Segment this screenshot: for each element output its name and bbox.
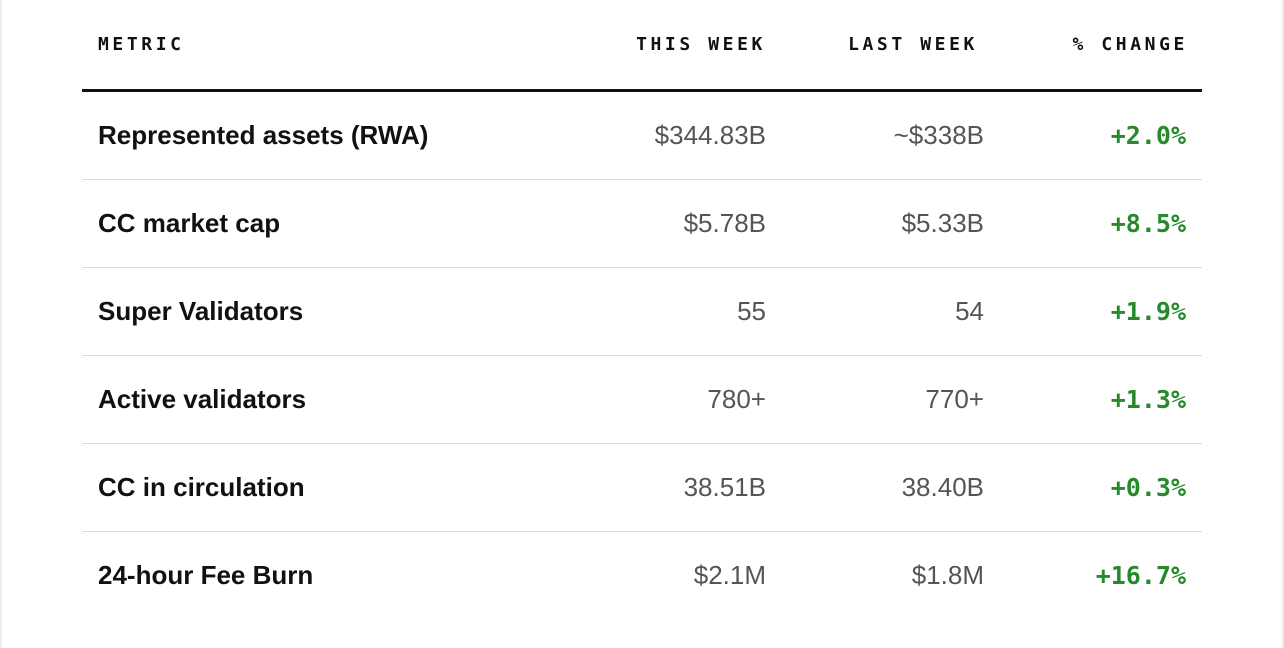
percent-change: +1.9% xyxy=(994,267,1202,356)
metric-name: 24-hour Fee Burn xyxy=(98,560,314,590)
percent-change: +1.3% xyxy=(994,355,1202,444)
metric-name: CC in circulation xyxy=(82,443,542,532)
last-week-value: 54 xyxy=(782,267,994,356)
column-header-last-week: LAST WEEK xyxy=(782,0,994,92)
percent-change: +2.0% xyxy=(994,90,1202,180)
metric-name: Active validators xyxy=(82,355,542,444)
right-edge-divider xyxy=(1282,0,1284,648)
table-body: Represented assets (RWA) $344.83B ~$338B… xyxy=(82,90,1202,620)
metric-name: Represented assets (RWA) xyxy=(82,90,542,180)
metric-name: Super Validators xyxy=(82,267,542,356)
this-week-value: $5.78B xyxy=(542,179,782,268)
last-week-value: $5.33B xyxy=(782,179,994,268)
table-row: 24-hour Fee Burn $2.1M $1.8M +16.7% xyxy=(82,532,1202,620)
table-row: Active validators 780+ 770+ +1.3% xyxy=(82,355,1202,444)
this-week-value: $344.83B xyxy=(542,90,782,180)
column-header-metric: METRIC xyxy=(82,0,542,92)
table-row: CC in circulation 38.51B 38.40B +0.3% xyxy=(82,443,1202,532)
percent-change: +0.3% xyxy=(994,443,1202,532)
table-row: Super Validators 55 54 +1.9% xyxy=(82,267,1202,356)
last-week-value: 770+ xyxy=(782,355,994,444)
metrics-table: METRIC THIS WEEK LAST WEEK % CHANGE Repr… xyxy=(82,0,1202,619)
last-week-value: 38.40B xyxy=(782,443,994,532)
table-header: METRIC THIS WEEK LAST WEEK % CHANGE xyxy=(82,0,1202,92)
percent-change: +8.5% xyxy=(994,179,1202,268)
this-week-value: 55 xyxy=(542,267,782,356)
column-header-change: % CHANGE xyxy=(994,0,1202,92)
header-row: METRIC THIS WEEK LAST WEEK % CHANGE xyxy=(82,0,1202,92)
this-week-value: 38.51B xyxy=(542,443,782,532)
this-week-value: 780+ xyxy=(542,355,782,444)
column-header-this-week: THIS WEEK xyxy=(542,0,782,92)
this-week-value: $2.1M xyxy=(693,560,766,590)
percent-change: +16.7% xyxy=(1095,561,1186,590)
table-row: Represented assets (RWA) $344.83B ~$338B… xyxy=(82,90,1202,180)
metric-name: CC market cap xyxy=(82,179,542,268)
table-row: CC market cap $5.78B $5.33B +8.5% xyxy=(82,179,1202,268)
last-week-value: $1.8M xyxy=(911,560,984,590)
left-edge-divider xyxy=(0,0,2,648)
metrics-table-container: METRIC THIS WEEK LAST WEEK % CHANGE Repr… xyxy=(82,0,1202,619)
last-week-value: ~$338B xyxy=(782,90,994,180)
